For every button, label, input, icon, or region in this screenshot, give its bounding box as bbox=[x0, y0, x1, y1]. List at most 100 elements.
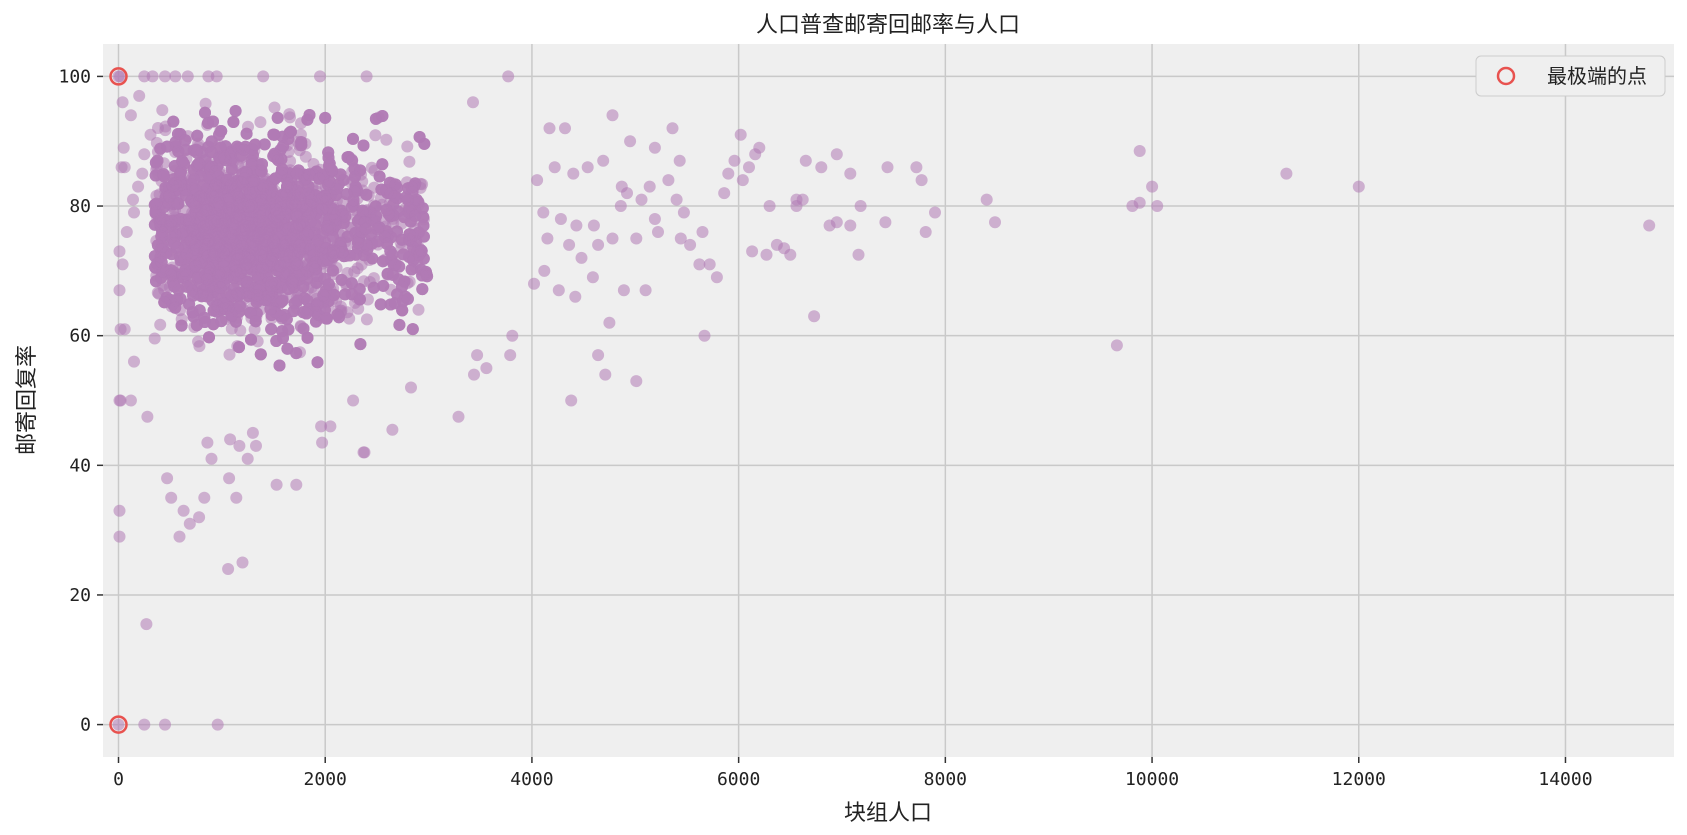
data-point bbox=[401, 140, 414, 153]
data-point bbox=[416, 283, 429, 296]
data-point bbox=[303, 109, 316, 121]
data-point bbox=[322, 151, 335, 164]
data-point bbox=[380, 203, 393, 216]
data-point bbox=[199, 204, 212, 217]
data-point bbox=[256, 158, 268, 171]
data-point bbox=[151, 239, 164, 252]
data-point bbox=[339, 288, 351, 301]
data-point bbox=[199, 97, 212, 110]
data-point bbox=[401, 193, 414, 206]
data-point bbox=[326, 264, 339, 277]
data-point bbox=[371, 223, 384, 236]
data-point bbox=[375, 183, 388, 196]
data-point bbox=[169, 140, 182, 153]
data-point bbox=[297, 322, 310, 335]
data-point bbox=[376, 255, 389, 268]
data-point bbox=[265, 184, 278, 197]
data-point bbox=[225, 163, 238, 176]
data-point bbox=[405, 181, 418, 194]
data-point bbox=[406, 323, 419, 336]
data-point bbox=[335, 273, 348, 286]
data-point bbox=[389, 178, 402, 191]
data-point bbox=[193, 340, 206, 353]
data-point bbox=[280, 313, 293, 326]
data-point bbox=[156, 104, 169, 117]
data-point bbox=[282, 323, 295, 336]
data-point bbox=[169, 301, 182, 314]
data-point bbox=[412, 303, 425, 316]
data-point bbox=[373, 170, 386, 183]
data-point bbox=[358, 249, 371, 262]
data-point bbox=[192, 157, 205, 170]
data-point bbox=[190, 243, 203, 256]
data-point bbox=[377, 279, 390, 292]
data-points bbox=[112, 70, 1656, 731]
data-point bbox=[403, 155, 416, 168]
data-point bbox=[191, 129, 204, 142]
data-point bbox=[311, 356, 324, 369]
data-point bbox=[332, 311, 345, 324]
data-point bbox=[360, 188, 373, 201]
data-point bbox=[254, 116, 267, 129]
data-point bbox=[401, 292, 414, 305]
data-point bbox=[386, 248, 399, 261]
data-point bbox=[268, 101, 281, 114]
data-point bbox=[186, 306, 199, 319]
data-point bbox=[357, 139, 370, 152]
grid-lines bbox=[103, 44, 1674, 757]
data-point bbox=[360, 313, 373, 326]
data-point bbox=[299, 150, 312, 163]
data-point bbox=[291, 180, 304, 193]
data-point bbox=[167, 115, 180, 128]
data-point bbox=[180, 189, 193, 202]
plot-background bbox=[103, 44, 1674, 757]
data-point bbox=[291, 294, 304, 307]
data-point bbox=[376, 110, 389, 122]
data-point bbox=[240, 127, 253, 140]
data-point bbox=[244, 187, 257, 200]
data-point bbox=[367, 272, 380, 285]
data-point bbox=[175, 319, 188, 332]
data-point bbox=[271, 111, 284, 124]
data-point bbox=[207, 115, 219, 128]
data-point bbox=[161, 140, 174, 153]
data-point bbox=[307, 260, 320, 273]
data-point bbox=[409, 209, 422, 222]
data-point bbox=[233, 300, 246, 312]
data-point bbox=[354, 338, 367, 351]
data-point bbox=[199, 106, 211, 119]
data-point bbox=[223, 348, 236, 361]
data-point bbox=[397, 248, 410, 261]
data-point bbox=[277, 332, 289, 344]
data-point bbox=[177, 226, 190, 238]
data-point bbox=[295, 139, 308, 152]
data-point bbox=[273, 359, 286, 372]
data-point bbox=[304, 207, 317, 220]
data-point bbox=[310, 315, 322, 328]
data-point bbox=[410, 193, 423, 206]
data-point bbox=[186, 284, 199, 297]
data-point bbox=[149, 156, 162, 169]
data-point bbox=[405, 263, 418, 276]
data-point bbox=[389, 258, 402, 271]
data-point bbox=[287, 305, 300, 318]
data-point bbox=[369, 129, 382, 142]
data-point bbox=[319, 111, 332, 124]
data-point bbox=[393, 318, 406, 331]
data-point bbox=[258, 138, 271, 151]
data-point bbox=[356, 204, 369, 217]
data-point bbox=[276, 294, 289, 307]
data-point bbox=[283, 108, 296, 121]
data-point bbox=[317, 289, 330, 302]
data-point bbox=[376, 158, 389, 171]
data-point bbox=[265, 323, 278, 336]
data-point bbox=[229, 105, 242, 117]
data-point bbox=[380, 133, 393, 146]
data-point bbox=[281, 342, 294, 355]
data-point bbox=[325, 164, 338, 177]
data-point bbox=[347, 194, 360, 207]
data-point bbox=[154, 318, 167, 331]
data-point bbox=[343, 312, 356, 325]
data-point bbox=[148, 332, 161, 345]
